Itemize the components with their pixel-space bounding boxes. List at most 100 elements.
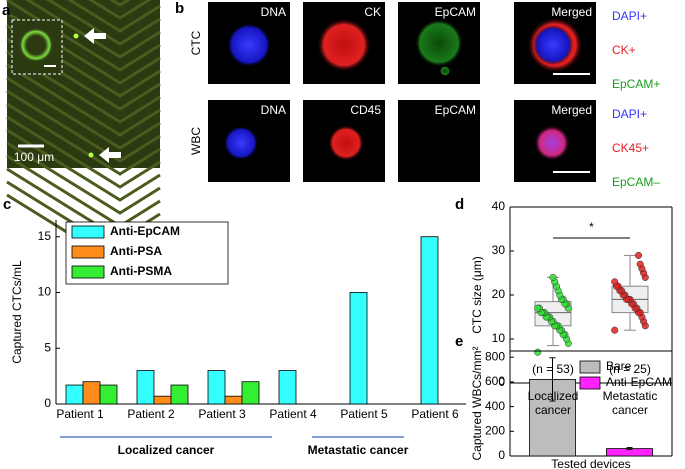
bar: [65, 384, 84, 405]
y-tick-label: 200: [485, 423, 505, 437]
chevron: [6, 102, 161, 176]
chevron: [46, 0, 161, 46]
cell: [534, 125, 570, 161]
legend-label: Anti-EpCAM: [606, 375, 672, 389]
y-tick-label: 10: [38, 285, 52, 299]
x-tick-label: Patient 5: [340, 407, 388, 421]
bar: [420, 236, 439, 405]
chevron: [6, 89, 161, 163]
chevron: [6, 50, 161, 124]
cell: [317, 18, 371, 72]
channel-label: Merged: [551, 5, 592, 19]
chevron: [109, 0, 131, 7]
panel-label: d: [455, 196, 464, 213]
x-tick-label: Patient 6: [411, 407, 459, 421]
legend-label: Anti-PSMA: [110, 264, 172, 278]
row-label: WBC: [189, 127, 203, 155]
significance-mark: *: [589, 220, 594, 234]
cell: [224, 126, 258, 160]
cell: [415, 19, 463, 67]
marker-label: EpCAM+: [612, 77, 660, 91]
cell: [533, 25, 573, 65]
bar: [349, 292, 368, 405]
arrow: [84, 28, 106, 44]
bar: [241, 381, 260, 405]
cell: [227, 23, 271, 67]
data-point: [549, 273, 557, 281]
marker-label: CK+: [612, 43, 636, 57]
y-tick-label: 40: [492, 199, 506, 213]
panel-label: c: [3, 196, 11, 213]
bar: [207, 370, 226, 405]
data-point: [634, 251, 643, 259]
y-axis-label: CTC size (μm): [470, 256, 484, 334]
cell: [19, 28, 53, 62]
y-tick-label: 0: [44, 396, 51, 410]
x-axis-label: Tested devices: [551, 457, 630, 469]
bar: [224, 395, 243, 405]
chevron: [6, 63, 161, 137]
x-tick-label: Patient 3: [198, 407, 246, 421]
bar: [170, 384, 189, 405]
cell: [328, 125, 364, 161]
y-tick-label: 5: [44, 340, 51, 354]
x-tick-label: Localized cancer: [527, 389, 579, 417]
channel-label: CD45: [350, 103, 381, 117]
scale-bar-label: 100 μm: [14, 150, 54, 164]
panel-label: b: [175, 0, 184, 17]
chevron: [6, 141, 161, 215]
channel-label: EpCAM: [435, 5, 476, 19]
y-tick-label: 600: [485, 374, 505, 388]
x-tick-label: Patient 1: [56, 407, 104, 421]
bar: [153, 395, 172, 405]
channel-label: CK: [364, 5, 381, 19]
y-tick-label: 20: [492, 287, 506, 301]
channel-label: EpCAM: [435, 103, 476, 117]
legend-label: Bare: [606, 359, 632, 373]
chevron: [88, 0, 152, 20]
bar: [136, 370, 155, 405]
arrow: [99, 147, 121, 163]
marker-label: DAPI+: [612, 9, 647, 23]
cell-dot: [73, 33, 79, 39]
y-tick-label: 800: [485, 349, 505, 363]
y-axis-label: Captured WBCs/mm²: [470, 346, 484, 460]
panel-label: a: [2, 2, 11, 19]
cell: [440, 66, 450, 76]
y-tick-label: 30: [492, 243, 506, 257]
legend-swatch: [71, 265, 105, 279]
data-point: [534, 304, 542, 312]
marker-label: CK45+: [612, 141, 649, 155]
y-tick-label: 0: [498, 375, 505, 389]
chevron: [67, 0, 161, 33]
chevron: [6, 128, 161, 202]
x-tick-label: Patient 2: [127, 407, 175, 421]
chevron: [25, 0, 161, 59]
chevron: [6, 76, 161, 150]
data-point: [534, 348, 542, 356]
micrograph: [398, 100, 480, 182]
channel-label: DNA: [261, 5, 286, 19]
x-tick-label: Patient 4: [269, 407, 317, 421]
chevron: [6, 115, 161, 189]
y-axis-label: Captured CTCs/mL: [10, 260, 24, 364]
bar: [82, 381, 101, 405]
row-label: CTC: [189, 30, 203, 55]
y-tick-label: 0: [498, 448, 505, 462]
y-tick-label: 10: [492, 331, 506, 345]
y-tick-label: 15: [38, 229, 52, 243]
data-point: [611, 278, 619, 286]
channel-label: Merged: [551, 103, 592, 117]
legend-swatch: [579, 360, 601, 374]
legend-swatch: [71, 245, 105, 259]
data-point: [611, 326, 619, 334]
annotation: (n = 25): [609, 362, 651, 376]
legend-swatch: [71, 225, 105, 239]
group-label: Localized cancer: [118, 443, 215, 457]
legend-swatch: [579, 376, 601, 390]
bar: [278, 370, 297, 405]
bar: [99, 384, 118, 405]
legend-label: Anti-EpCAM: [110, 224, 180, 238]
channel-label: DNA: [261, 103, 286, 117]
